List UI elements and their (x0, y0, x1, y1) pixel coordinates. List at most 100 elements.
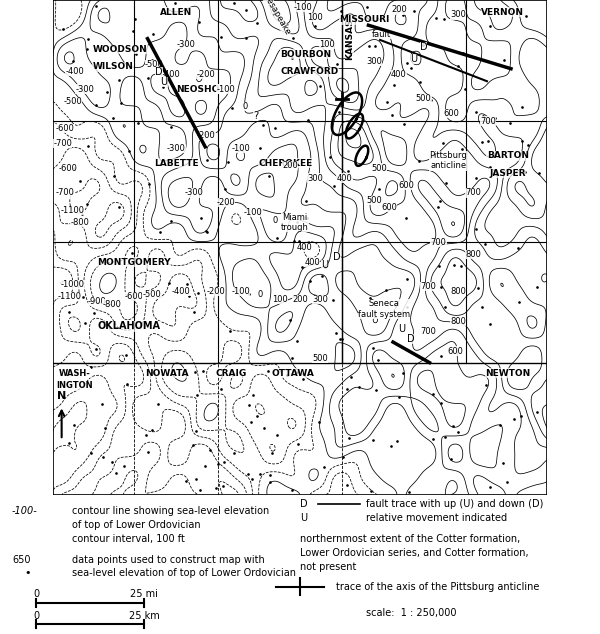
Text: WASH-: WASH- (59, 369, 91, 378)
Text: -200: -200 (217, 198, 235, 207)
Text: sea-level elevation of top of Lower Ordovician: sea-level elevation of top of Lower Ordo… (72, 567, 296, 578)
Text: not present: not present (300, 562, 356, 572)
Text: 0: 0 (258, 290, 263, 299)
Text: -600: -600 (58, 164, 77, 172)
Text: 200: 200 (282, 161, 298, 170)
Text: U: U (321, 259, 328, 269)
Text: -300: -300 (184, 188, 203, 197)
Text: CHEROKEE: CHEROKEE (258, 158, 312, 167)
Text: D: D (407, 333, 415, 344)
Text: -200: -200 (206, 287, 226, 296)
Text: OTTAWA: OTTAWA (271, 369, 314, 378)
Text: NOWATA: NOWATA (145, 369, 188, 378)
Text: data points used to construct map with: data points used to construct map with (72, 555, 265, 565)
Text: 500: 500 (416, 94, 431, 103)
Text: -400: -400 (172, 287, 191, 296)
Text: -800: -800 (71, 218, 89, 227)
Text: -100: -100 (231, 287, 250, 296)
Text: -100-: -100- (12, 507, 38, 516)
Text: 700: 700 (465, 188, 481, 197)
Text: -200: -200 (197, 70, 215, 79)
Text: 500: 500 (312, 354, 328, 363)
Text: CRAIG: CRAIG (215, 369, 247, 378)
Text: -500: -500 (63, 97, 82, 106)
Text: BARTON: BARTON (487, 152, 529, 160)
Text: -1100: -1100 (58, 292, 82, 301)
Text: 0: 0 (33, 611, 39, 621)
Text: -100: -100 (244, 208, 262, 217)
Text: -500: -500 (142, 290, 161, 299)
Text: of top of Lower Ordovician: of top of Lower Ordovician (72, 521, 200, 530)
Text: 300: 300 (366, 57, 382, 67)
Text: 800: 800 (465, 250, 481, 259)
Text: ?: ? (253, 111, 258, 121)
Text: D: D (420, 42, 427, 52)
Text: -100: -100 (231, 144, 250, 153)
Text: JASPER: JASPER (490, 169, 526, 178)
Text: 800: 800 (451, 287, 466, 296)
Text: 300: 300 (451, 10, 466, 19)
Text: contour line showing sea-level elevation: contour line showing sea-level elevation (72, 507, 269, 516)
Text: WOODSON: WOODSON (92, 45, 147, 54)
Text: ALLEN: ALLEN (160, 8, 193, 17)
Text: -1100: -1100 (61, 205, 85, 215)
Text: 0: 0 (33, 588, 39, 598)
Text: -700: -700 (53, 139, 72, 148)
Text: -400: -400 (65, 67, 85, 76)
Text: -700: -700 (56, 188, 74, 197)
Text: -300: -300 (76, 84, 94, 93)
Text: 600: 600 (443, 109, 459, 118)
Text: 200: 200 (292, 295, 308, 304)
Text: 600: 600 (448, 347, 464, 356)
Text: fault: fault (372, 30, 391, 39)
Text: -900: -900 (88, 297, 107, 306)
Text: Seneca
fault system: Seneca fault system (358, 299, 410, 319)
Text: N: N (57, 391, 66, 401)
Text: VERNON: VERNON (481, 8, 524, 17)
Text: -800: -800 (103, 300, 122, 309)
Text: -100: -100 (217, 84, 235, 93)
Text: 400: 400 (391, 70, 407, 79)
Text: LABETTE: LABETTE (154, 158, 199, 167)
Text: -600: -600 (56, 124, 74, 133)
Text: D: D (333, 252, 341, 262)
Text: D: D (155, 67, 163, 77)
Text: 700: 700 (421, 327, 437, 336)
Text: NEOSHO: NEOSHO (176, 84, 220, 93)
Text: contour interval, 100 ft: contour interval, 100 ft (72, 534, 185, 544)
Text: •: • (24, 567, 31, 578)
Text: U: U (160, 77, 167, 87)
Text: 600: 600 (381, 204, 397, 212)
Text: 600: 600 (398, 181, 414, 190)
Text: Lower Ordovician series, and Cotter formation,: Lower Ordovician series, and Cotter form… (300, 548, 529, 558)
Text: -100: -100 (293, 3, 312, 12)
Text: U: U (410, 55, 418, 64)
Text: D: D (300, 500, 308, 509)
Text: northernmost extent of the Cotter formation,: northernmost extent of the Cotter format… (300, 534, 520, 544)
Text: -400: -400 (162, 70, 181, 79)
Text: -200: -200 (197, 131, 215, 141)
Text: 800: 800 (451, 317, 466, 326)
Text: 300: 300 (307, 174, 323, 183)
Text: 700: 700 (480, 117, 496, 126)
Text: Chesapeake: Chesapeake (259, 0, 292, 37)
Text: 100: 100 (319, 40, 335, 49)
Text: 25 km: 25 km (128, 611, 160, 621)
Text: 25 mi: 25 mi (130, 588, 158, 598)
Text: fault trace with up (U) and down (D): fault trace with up (U) and down (D) (366, 500, 544, 509)
Text: -600: -600 (125, 292, 144, 301)
Text: 400: 400 (337, 174, 352, 183)
Text: 0: 0 (272, 216, 278, 224)
Text: relative movement indicated: relative movement indicated (366, 514, 507, 523)
Text: 200: 200 (391, 6, 407, 15)
Text: CRAWFORD: CRAWFORD (280, 67, 338, 76)
Text: NEWTON: NEWTON (485, 369, 530, 378)
Text: 300: 300 (312, 295, 328, 304)
Text: 500: 500 (367, 196, 382, 205)
Text: INGTON: INGTON (56, 381, 94, 390)
Text: Pittsburg
anticline: Pittsburg anticline (430, 151, 467, 171)
Text: U: U (398, 324, 405, 334)
Text: 100: 100 (272, 295, 288, 304)
Text: MONTGOMERY: MONTGOMERY (97, 257, 171, 266)
Text: 400: 400 (297, 243, 313, 252)
